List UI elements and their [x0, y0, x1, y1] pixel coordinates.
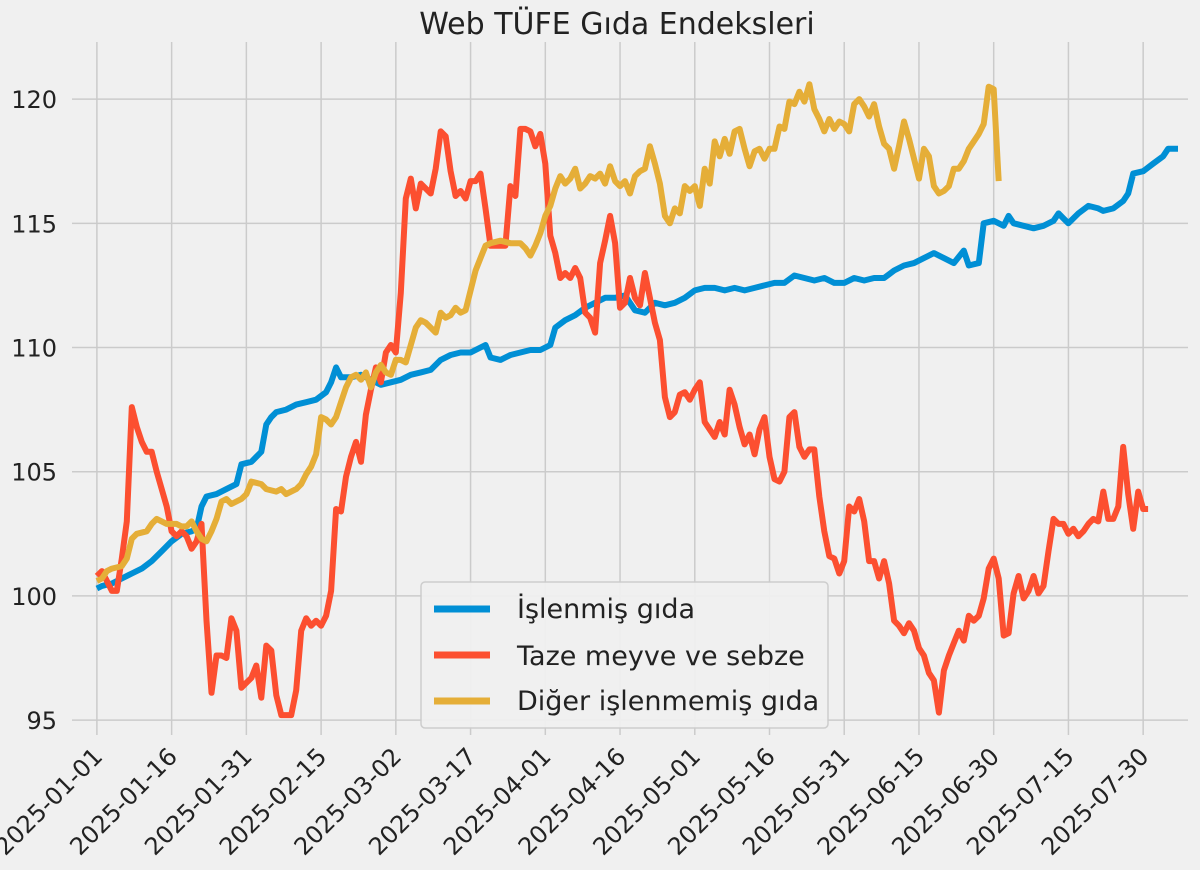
y-tick-label-115: 115	[11, 210, 57, 238]
series-line-2	[95, 81, 1002, 584]
series-lines	[94, 81, 1178, 719]
series-line-1	[94, 125, 1149, 719]
legend: İşlenmiş gıda Taze meyve ve sebze Diğer …	[420, 581, 829, 729]
legend-label-diger-islenmemis-gida: Diğer işlenmemiş gıda	[517, 686, 819, 717]
y-tick-label-120: 120	[11, 86, 57, 114]
y-tick-label-95: 95	[26, 707, 57, 735]
legend-label-islenmis-gida: İşlenmiş gıda	[517, 593, 695, 625]
legend-box	[420, 581, 829, 729]
y-tick-label-105: 105	[11, 459, 57, 487]
y-tick-label-110: 110	[11, 335, 57, 363]
series-line-0	[95, 145, 1178, 592]
legend-label-taze-meyve-ve-sebze: Taze meyve ve sebze	[516, 641, 805, 672]
y-axis-ticks: 95 100 105 110 115 120	[11, 86, 57, 735]
chart-title: Web TÜFE Gıda Endeksleri	[419, 6, 814, 42]
y-tick-label-100: 100	[11, 583, 57, 611]
